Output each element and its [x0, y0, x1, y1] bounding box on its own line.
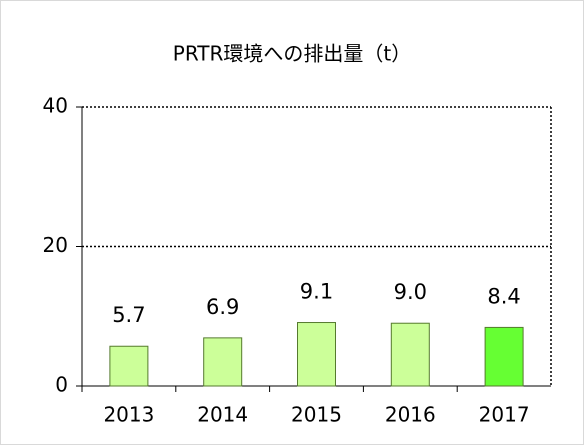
data-label: 5.7 [112, 303, 145, 327]
data-label: 8.4 [487, 284, 520, 308]
x-tick-label: 2014 [197, 403, 248, 427]
bar [484, 326, 524, 387]
bar [203, 337, 243, 387]
bar [109, 345, 149, 387]
data-label: 9.1 [300, 280, 333, 304]
y-tick-label: 40 [43, 94, 68, 118]
x-tick-label: 2015 [291, 403, 342, 427]
data-label: 9.0 [394, 280, 427, 304]
chart-title: PRTR環境への排出量（t） [173, 42, 411, 66]
x-tick-label: 2013 [103, 403, 154, 427]
x-tick-label: 2016 [385, 403, 436, 427]
x-tick-label: 2017 [479, 403, 530, 427]
data-label: 6.9 [206, 295, 239, 319]
y-tick-label: 0 [55, 373, 68, 397]
bar [390, 322, 430, 387]
bar [297, 322, 336, 387]
y-tick-label: 20 [43, 233, 68, 257]
